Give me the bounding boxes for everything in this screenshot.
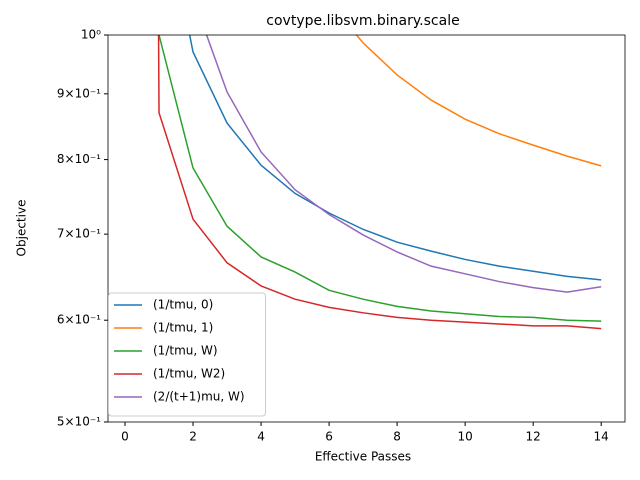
legend-label: (1/tmu, W) bbox=[153, 344, 218, 358]
x-tick-label: 2 bbox=[189, 430, 197, 444]
legend-label: (1/tmu, 0) bbox=[153, 298, 213, 312]
y-tick-label: 10⁰ bbox=[81, 28, 101, 42]
legend-label: (2/(t+1)mu, W) bbox=[153, 390, 245, 404]
legend-label: (1/tmu, W2) bbox=[153, 367, 225, 381]
series-line bbox=[205, 35, 602, 293]
y-tick-label: 8×10⁻¹ bbox=[57, 152, 101, 166]
legend-box bbox=[108, 292, 266, 417]
x-tick-label: 6 bbox=[325, 430, 333, 444]
series-line bbox=[355, 35, 602, 167]
x-tick-label: 10 bbox=[457, 430, 472, 444]
series-line bbox=[158, 35, 602, 322]
series-line bbox=[157, 35, 602, 330]
x-tick-label: 8 bbox=[393, 430, 401, 444]
x-tick-label: 4 bbox=[257, 430, 265, 444]
y-axis-label: Objective bbox=[15, 200, 29, 257]
y-tick-label: 9×10⁻¹ bbox=[57, 86, 101, 100]
x-tick-label: 0 bbox=[121, 430, 129, 444]
x-tick-label: 12 bbox=[526, 430, 541, 444]
chart-title: covtype.libsvm.binary.scale bbox=[266, 13, 459, 29]
plot-frame bbox=[107, 34, 626, 423]
y-tick-label: 6×10⁻¹ bbox=[57, 313, 101, 327]
y-tick-label: 7×10⁻¹ bbox=[57, 227, 101, 241]
legend-label: (1/tmu, 1) bbox=[153, 321, 213, 335]
x-axis-label: Effective Passes bbox=[315, 450, 411, 464]
y-tick-label: 5×10⁻¹ bbox=[57, 415, 101, 429]
series-line bbox=[188, 35, 602, 281]
x-tick-label: 14 bbox=[594, 430, 609, 444]
